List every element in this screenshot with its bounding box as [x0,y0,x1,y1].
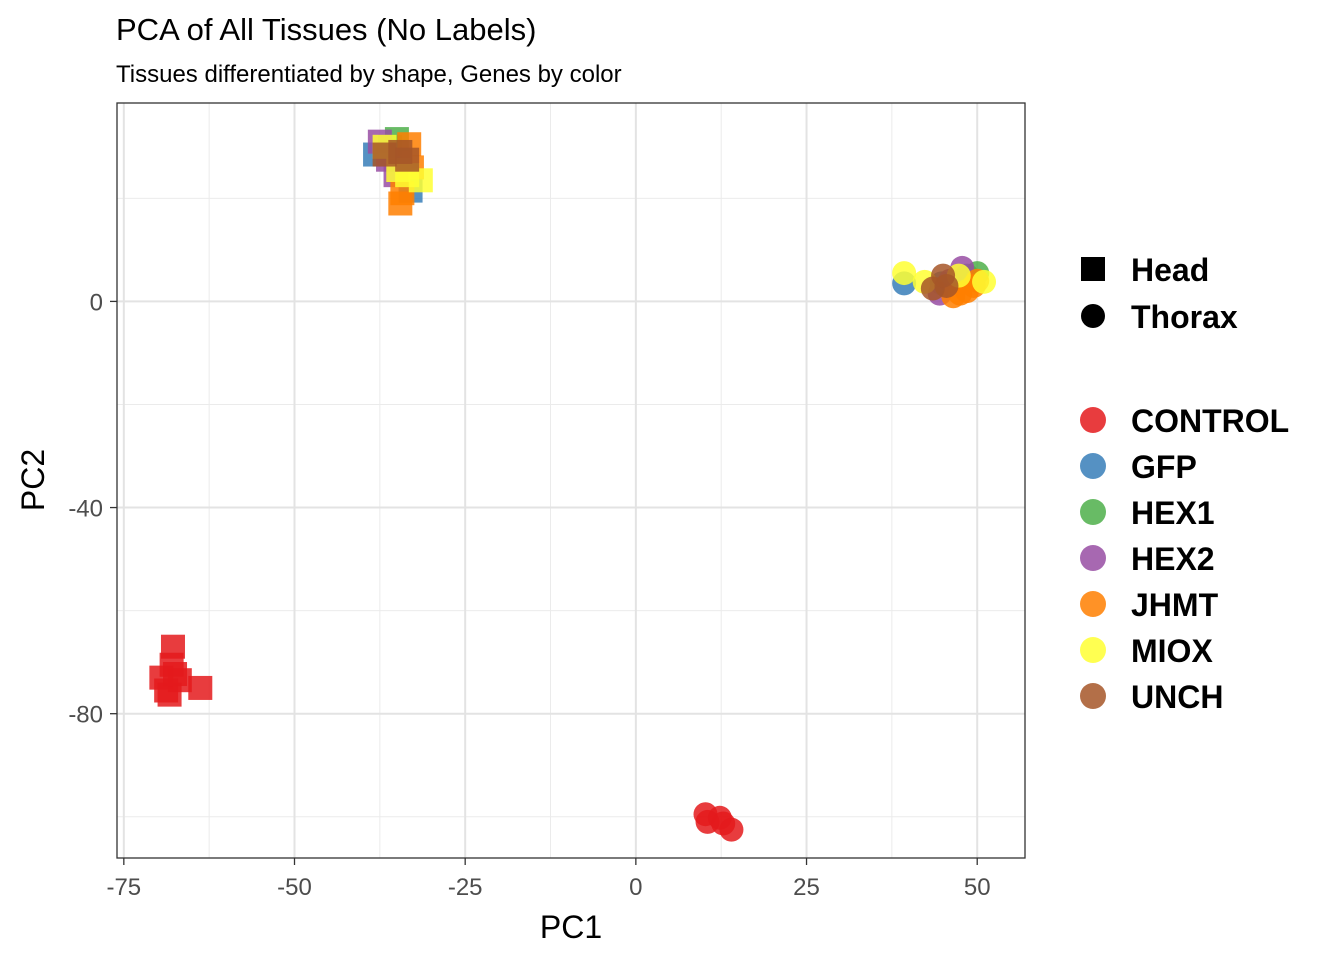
legend-key-hex2 [1080,545,1106,571]
legend: Head Thorax CONTROL GFP HEX1 HEX2 JHMT MIOX UNCH [1080,252,1289,715]
x-tick-label: 0 [629,874,642,901]
y-axis: 0 -40 -80 [68,289,117,729]
panel-border [116,102,1026,859]
x-axis: -75 -50 -25 0 25 50 [106,858,991,901]
data-points [149,127,997,842]
point-thorax-miox [892,261,917,286]
chart-title: PCA of All Tissues (No Labels) [116,12,536,47]
legend-label-hex2: HEX2 [1131,541,1215,577]
grid-minor [117,103,1025,858]
y-tick-label: 0 [90,289,103,316]
point-head-control [157,682,182,707]
legend-key-miox [1080,637,1106,663]
x-axis-title: PC1 [540,909,602,945]
y-axis-title: PC2 [15,449,51,511]
legend-label-unch: UNCH [1131,679,1223,715]
legend-label-jhmt: JHMT [1131,587,1219,623]
legend-label-head: Head [1131,252,1209,288]
chart-subtitle: Tissues differentiated by shape, Genes b… [116,61,622,88]
point-thorax-miox [972,269,997,294]
legend-label-thorax: Thorax [1131,299,1238,335]
point-thorax-unch [931,263,956,288]
legend-key-hex1 [1080,499,1106,525]
legend-key-unch [1080,683,1106,709]
point-head-unch [395,147,420,172]
y-tick-label: -40 [68,496,103,523]
legend-label-miox: MIOX [1131,633,1213,669]
x-tick-label: -75 [106,874,141,901]
legend-key-square [1081,257,1105,281]
legend-label-gfp: GFP [1131,449,1197,485]
y-tick-label: -80 [68,702,103,729]
x-tick-label: -50 [277,874,312,901]
point-thorax-control [719,817,744,842]
x-tick-label: 50 [964,874,991,901]
legend-label-control: CONTROL [1131,403,1289,439]
legend-key-control [1080,407,1106,433]
grid-major [117,103,1025,858]
legend-label-hex1: HEX1 [1131,495,1215,531]
plot-panel [117,103,1025,858]
x-tick-label: 25 [793,874,820,901]
legend-key-circle [1081,304,1105,328]
point-head-control [163,662,188,687]
x-tick-label: -25 [448,874,483,901]
legend-key-jhmt [1080,591,1106,617]
legend-key-gfp [1080,453,1106,479]
point-head-control [188,675,213,700]
